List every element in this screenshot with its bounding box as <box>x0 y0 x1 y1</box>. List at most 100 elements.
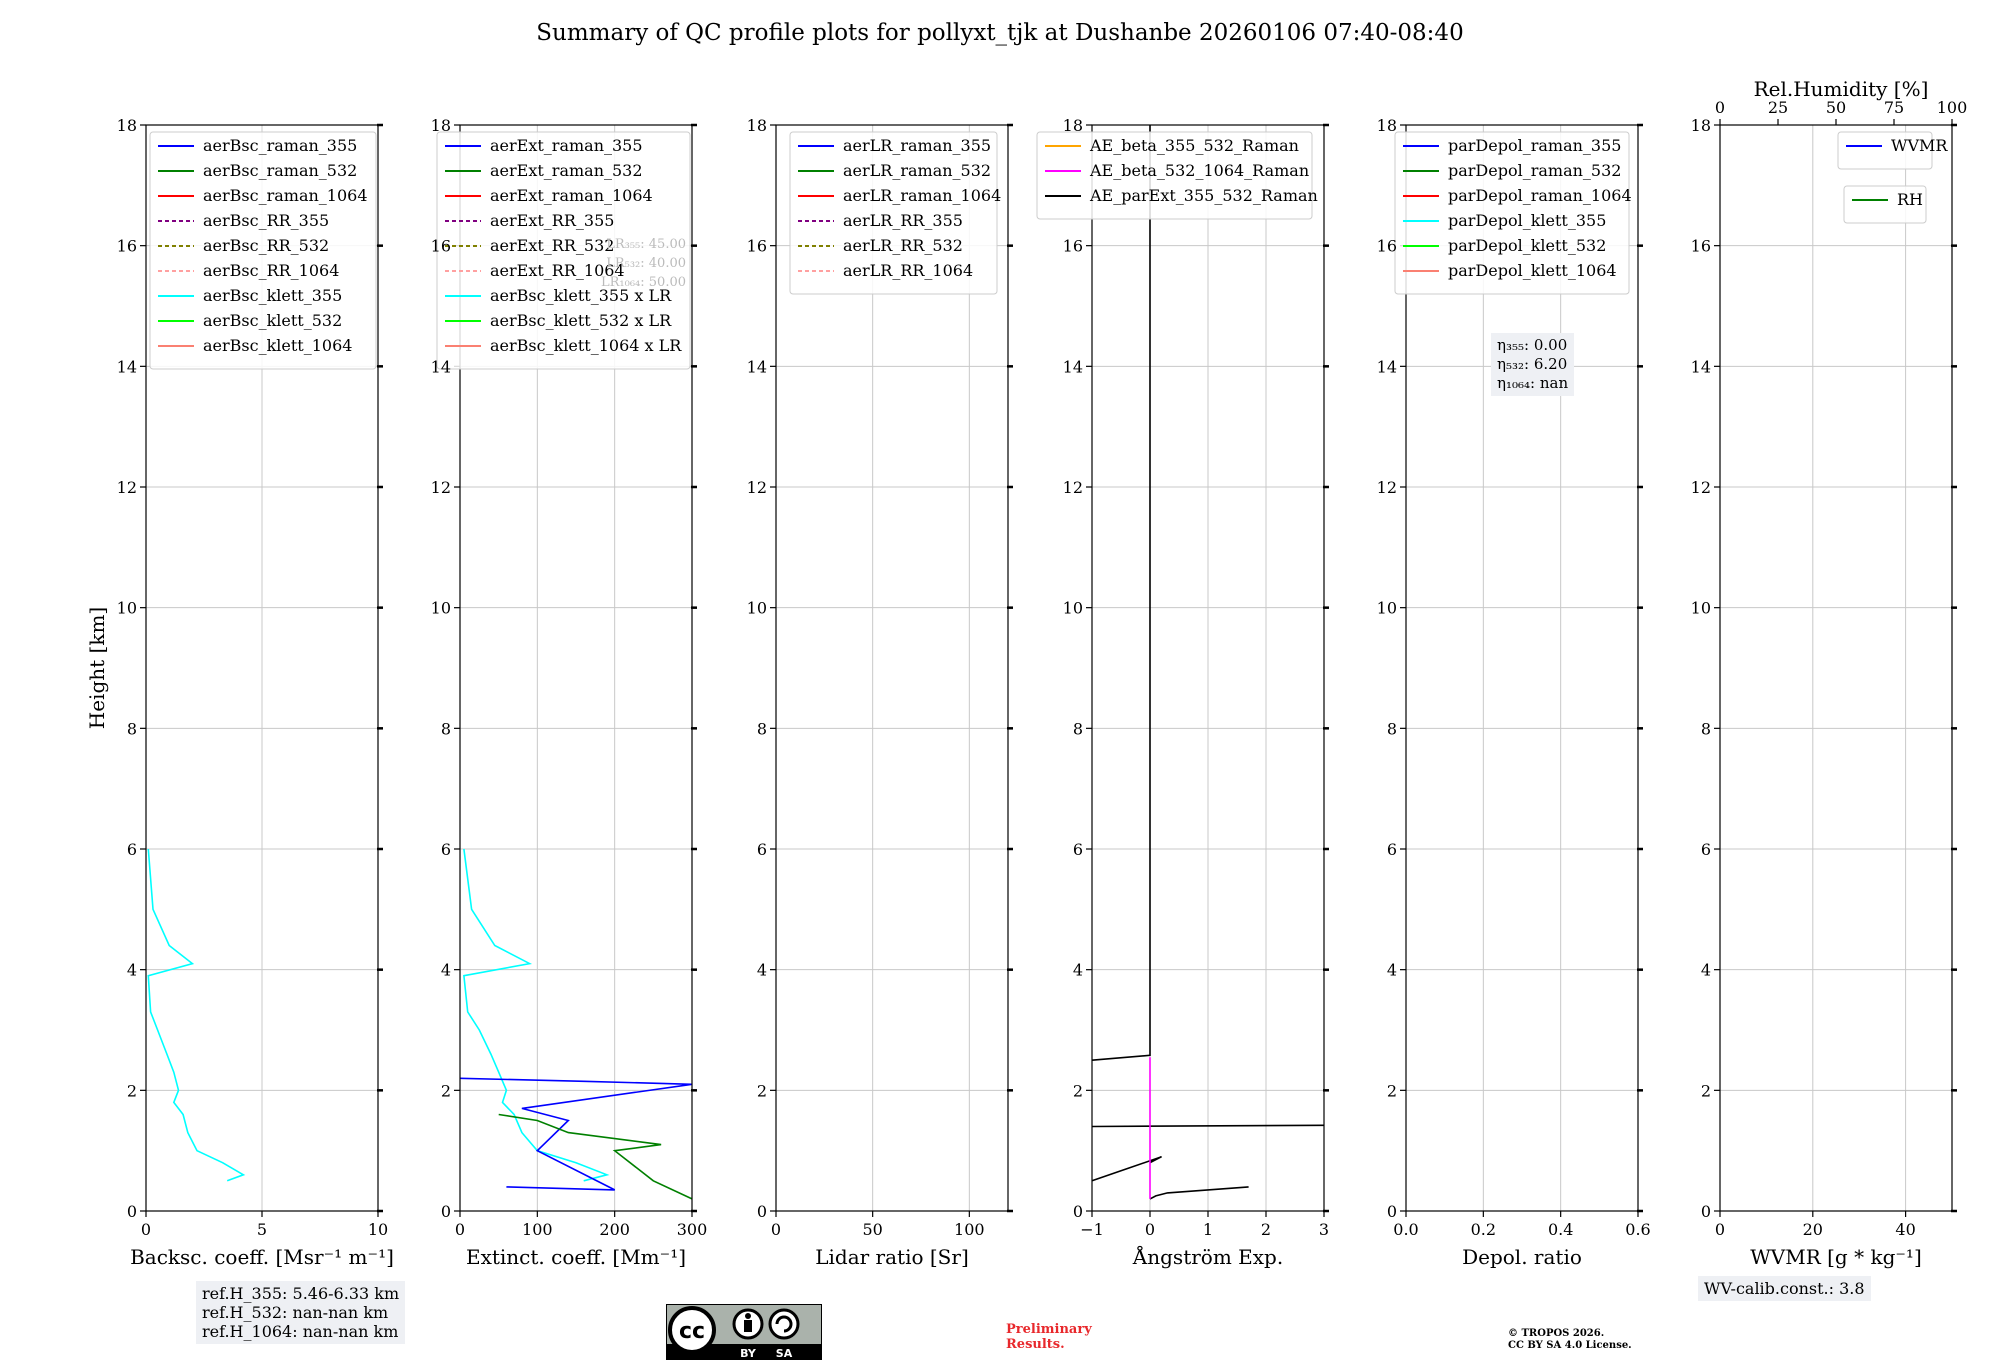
copyright-note: © TROPOS 2026. CC BY SA 4.0 License. <box>1508 1328 1632 1351</box>
y-tick-label: 8 <box>1073 719 1083 738</box>
top-x-tick-label: 25 <box>1768 98 1788 117</box>
eta-annotation: η₃₅₅: 0.00 η₅₃₂: 6.20 η₁₀₆₄: nan <box>1491 333 1575 396</box>
y-tick-label: 18 <box>431 116 451 135</box>
y-tick-label: 0 <box>1387 1202 1397 1221</box>
series-line-ae-parext-355-532-raman <box>1149 1186 1249 1200</box>
svg-text:cc: cc <box>679 1319 705 1344</box>
y-tick-label: 8 <box>1701 719 1711 738</box>
y-tick-label: 16 <box>117 237 137 256</box>
y-tick-label: 4 <box>441 961 451 980</box>
legend-label: aerBsc_raman_1064 <box>203 186 368 205</box>
y-tick-label: 8 <box>441 719 451 738</box>
y-tick-label: 10 <box>1377 599 1397 618</box>
legend-label: aerBsc_raman_532 <box>203 161 357 180</box>
preliminary-results-label: Preliminary Results. <box>1006 1322 1092 1352</box>
x-axis-label: Ångström Exp. <box>1132 1244 1283 1269</box>
legend-label: aerLR_raman_1064 <box>843 186 1001 205</box>
cc-sa-label: SA <box>776 1347 793 1360</box>
y-tick-label: 8 <box>1387 719 1397 738</box>
x-axis-label: Backsc. coeff. [Msr⁻¹ m⁻¹] <box>130 1245 394 1269</box>
y-tick-label: 4 <box>1387 961 1397 980</box>
series-line-aerbsc-klett-355-x-lr <box>463 848 610 1182</box>
y-tick-label: 14 <box>117 357 137 376</box>
y-tick-label: 8 <box>757 719 767 738</box>
panel-2 <box>436 123 697 1217</box>
y-axis-label: Height [km] <box>85 607 109 729</box>
x-tick-label: 0.6 <box>1625 1220 1650 1239</box>
wv-calib-annotation: WV-calib.const.: 3.8 <box>1698 1276 1871 1301</box>
legend-box <box>1394 131 1630 295</box>
panel-4 <box>1036 123 1329 1217</box>
x-tick-label: 20 <box>1803 1220 1823 1239</box>
x-tick-label: 300 <box>677 1220 708 1239</box>
y-tick-label: 2 <box>127 1081 137 1100</box>
legend-label: parDepol_klett_355 <box>1448 211 1606 230</box>
x-tick-label: 0 <box>1145 1220 1155 1239</box>
y-tick-label: 18 <box>747 116 767 135</box>
axes-frame <box>459 124 693 1212</box>
y-tick-label: 18 <box>1063 116 1083 135</box>
legend-label: aerLR_RR_355 <box>843 211 963 230</box>
x-tick-label: −1 <box>1080 1220 1104 1239</box>
top-x-tick-label: 0 <box>1715 98 1725 117</box>
x-tick-label: 100 <box>522 1220 553 1239</box>
series-line-aerext-raman-355 <box>459 1077 693 1191</box>
x-tick-label: 0 <box>1715 1220 1725 1239</box>
y-tick-label: 2 <box>1701 1081 1711 1100</box>
legend-box <box>1036 131 1313 220</box>
legend-label: aerBsc_klett_355 <box>203 286 342 305</box>
y-tick-label: 2 <box>1073 1081 1083 1100</box>
y-tick-label: 8 <box>127 719 137 738</box>
y-tick-label: 10 <box>117 599 137 618</box>
y-tick-label: 12 <box>1063 478 1083 497</box>
lr-value-label: LR₁₀₆₄: 50.00 <box>601 275 686 290</box>
panel-5 <box>1394 123 1643 1217</box>
legend-box <box>1837 131 1933 170</box>
x-tick-label: 3 <box>1319 1220 1329 1239</box>
axes-frame <box>1719 124 1953 1212</box>
x-tick-label: 0 <box>141 1220 151 1239</box>
legend-label: AE_beta_532_1064_Raman <box>1089 161 1309 180</box>
y-tick-label: 2 <box>757 1081 767 1100</box>
eta-355: η₃₅₅: 0.00 <box>1497 336 1568 354</box>
x-tick-label: 0 <box>455 1220 465 1239</box>
panel-6 <box>1714 119 1957 1217</box>
legend-label: aerBsc_klett_1064 x LR <box>490 336 682 355</box>
legend-label: aerBsc_RR_532 <box>203 236 329 255</box>
legend-label: aerBsc_raman_355 <box>203 136 357 155</box>
lr-value-label: LR₃₅₅: 45.00 <box>606 237 686 252</box>
wv-calib-const: WV-calib.const.: 3.8 <box>1704 1279 1865 1298</box>
legend-label: AE_parExt_355_532_Raman <box>1089 186 1318 205</box>
y-tick-label: 12 <box>747 478 767 497</box>
legend-label: aerBsc_klett_532 <box>203 311 342 330</box>
y-tick-label: 12 <box>117 478 137 497</box>
ref-height-annotation: ref.H_355: 5.46-6.33 km ref.H_532: nan-n… <box>196 1281 406 1344</box>
eta-532: η₅₃₂: 6.20 <box>1497 355 1568 373</box>
x-tick-label: 10 <box>368 1220 388 1239</box>
x-tick-label: 50 <box>862 1220 882 1239</box>
x-tick-label: 40 <box>1895 1220 1915 1239</box>
cc-license-logo: cc BY SA <box>666 1304 822 1360</box>
ref-height-355: ref.H_355: 5.46-6.33 km <box>202 1284 400 1303</box>
x-axis-label: Extinct. coeff. [Mm⁻¹] <box>466 1245 686 1269</box>
y-tick-label: 12 <box>1691 478 1711 497</box>
y-tick-label: 0 <box>1701 1202 1711 1221</box>
series-line-ae-parext-355-532-raman <box>1091 1124 1325 1128</box>
y-tick-label: 4 <box>757 961 767 980</box>
lr-value-label: LR₅₃₂: 40.00 <box>606 256 686 271</box>
legend-label: aerLR_RR_1064 <box>843 261 973 280</box>
series-line-aerext-raman-532 <box>498 1113 693 1200</box>
y-tick-label: 16 <box>431 237 451 256</box>
top-axis-label: Rel.Humidity [%] <box>1754 77 1929 101</box>
legend-label: parDepol_raman_532 <box>1448 161 1621 180</box>
sa-icon <box>768 1308 800 1340</box>
y-tick-label: 4 <box>127 961 137 980</box>
y-tick-label: 14 <box>431 357 451 376</box>
cc-icon <box>668 1306 716 1354</box>
ref-height-1064: ref.H_1064: nan-nan km <box>202 1322 399 1341</box>
y-tick-label: 0 <box>441 1202 451 1221</box>
top-x-tick-label: 75 <box>1884 98 1904 117</box>
y-tick-label: 2 <box>1387 1081 1397 1100</box>
y-tick-label: 0 <box>757 1202 767 1221</box>
y-tick-label: 16 <box>1063 237 1083 256</box>
